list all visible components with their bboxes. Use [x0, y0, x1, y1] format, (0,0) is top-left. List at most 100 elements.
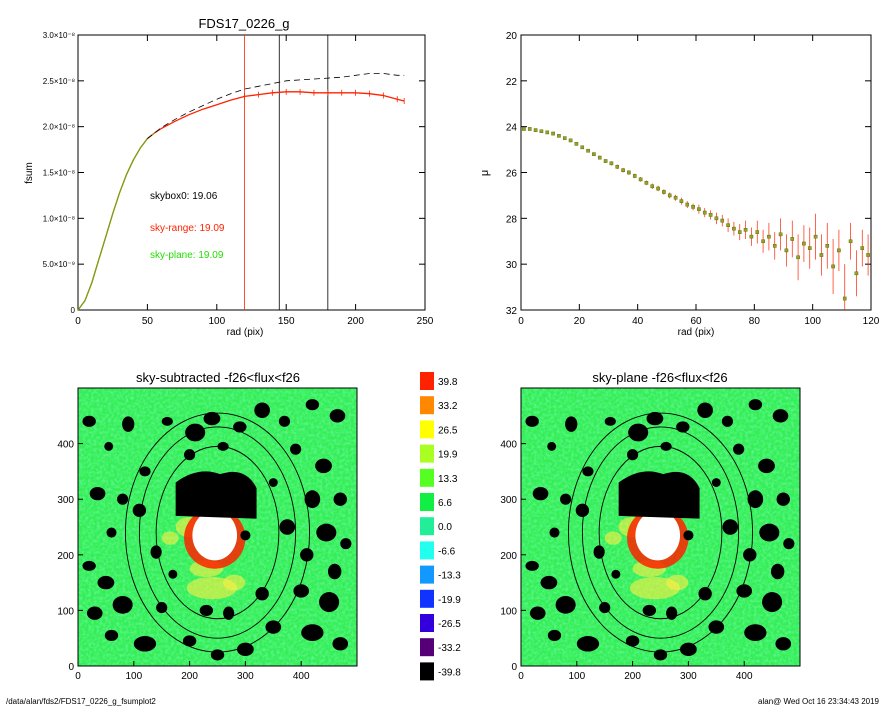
- sky-subtracted-star-mask: [104, 629, 119, 641]
- sky-plane-star-mask: [747, 490, 764, 509]
- fsum-series-solid: [77, 91, 405, 311]
- sky-plane-saturated-core: [635, 510, 681, 561]
- sky-plane-star-mask: [697, 402, 713, 419]
- colorbar-swatch: [420, 638, 434, 657]
- sky-subtracted-saturated-core: [192, 510, 238, 561]
- sky-plane-ytick-label: 300: [500, 495, 517, 506]
- mu-point: [778, 232, 783, 237]
- sky-plane-star-mask: [758, 458, 775, 474]
- sky-plane-star-mask: [683, 530, 694, 541]
- sky-plane-aperture-ellipse: [598, 445, 723, 620]
- sky-subtracted-star-mask: [112, 595, 133, 614]
- sky-plane-star-mask: [770, 563, 785, 580]
- sky-plane-star-mask: [525, 415, 539, 427]
- sky-plane-ytick-label: 400: [500, 440, 517, 451]
- sky-subtracted-ytick-label: 0: [68, 662, 74, 673]
- sky-subtracted-star-mask: [168, 569, 178, 579]
- mu-point: [842, 296, 847, 301]
- sky-subtracted-star-mask: [329, 409, 346, 423]
- mu-xtick-label: 60: [690, 316, 702, 327]
- sky-plane-xtick-label: 400: [736, 671, 753, 682]
- sky-subtracted-aperture-ellipse: [124, 412, 311, 653]
- mu-xtick-label: 40: [632, 316, 644, 327]
- mu-point: [825, 244, 830, 248]
- fsum-ytick-label: 1.5×10⁻⁸: [43, 169, 75, 178]
- mu-point: [726, 223, 730, 228]
- colorbar-swatch: [420, 372, 434, 390]
- sky-plane-xtick-label: 100: [568, 671, 585, 682]
- mu-point: [679, 199, 684, 203]
- colorbar-swatch: [420, 444, 434, 463]
- sky-subtracted-star-mask: [210, 649, 225, 661]
- mu-point: [749, 234, 754, 239]
- colorbar-swatch: [420, 541, 434, 560]
- fsum-annotation-sky-range: sky-range: 19.09: [150, 223, 225, 234]
- fsum-xtick-label: 150: [278, 316, 295, 327]
- colorbar-swatch: [420, 565, 434, 584]
- sky-plane-star-mask: [532, 486, 549, 501]
- sky-subtracted-star-mask: [333, 492, 347, 506]
- mu-point: [609, 161, 614, 166]
- fsum-xtick-label: 100: [208, 316, 225, 327]
- sky-plane-star-mask: [680, 642, 697, 656]
- footer-path: /data/alan/fds2/FDS17_0226_g_fsumplot2: [6, 697, 156, 706]
- fsum-annotation-skybox0: skybox0: 19.06: [150, 191, 218, 202]
- sky-subtracted-aperture-ellipse: [138, 426, 297, 639]
- mu-point: [597, 155, 602, 160]
- colorbar-label: 13.3: [438, 474, 458, 485]
- sky-subtracted-star-mask: [117, 493, 129, 505]
- fsum-ytick-label: 1.0×10⁻⁸: [43, 214, 75, 223]
- sky-subtracted-star-mask: [255, 587, 269, 601]
- sky-subtracted-star-mask: [327, 563, 342, 580]
- footer-timestamp: alan@ Wed Oct 16 23:34:43 2019: [758, 697, 879, 706]
- sky-subtracted-star-mask: [301, 624, 324, 641]
- mu-axes-frame: [520, 34, 872, 311]
- sky-plane-star-mask: [772, 409, 789, 423]
- colorbar-swatch: [420, 662, 434, 681]
- sky-subtracted-star-mask: [233, 421, 247, 433]
- colorbar-swatch: [420, 468, 434, 487]
- sky-plane-ytick-label: 0: [511, 662, 517, 673]
- colorbar: 39.8 33.2 26.5 19.9 13.3 6.6 0.0 -6.6 -13.3 -19.9…: [420, 372, 461, 681]
- sky-subtracted-xtick-label: 200: [181, 671, 198, 682]
- sky-subtracted-star-mask: [150, 545, 162, 559]
- mu-point: [767, 234, 771, 239]
- mu-xtick-label: 20: [574, 316, 586, 327]
- sky-subtracted-mask-main: [175, 471, 257, 519]
- sky-subtracted-frame: [77, 387, 358, 667]
- sky-subtracted-star-mask: [290, 443, 302, 455]
- sky-subtracted-ytick-label: 200: [57, 551, 74, 562]
- sky-subtracted-star-mask: [279, 519, 296, 535]
- colorbar-label: 33.2: [438, 401, 458, 412]
- sky-plane-star-mask: [698, 587, 712, 601]
- mu-point: [714, 216, 719, 221]
- mu-point: [592, 152, 596, 156]
- mu-point: [860, 246, 865, 250]
- fsum-xlabel: rad (pix): [227, 327, 264, 338]
- mu-point: [831, 264, 835, 269]
- mu-point: [586, 148, 590, 153]
- sky-plane-star-mask: [604, 416, 616, 426]
- mu-point: [755, 230, 760, 234]
- sky-subtracted-star-mask: [122, 416, 135, 432]
- sky-subtracted-star-mask: [139, 466, 151, 477]
- sky-plane-star-mask: [783, 538, 795, 550]
- fsum-ytick-label: 3.0×10⁻⁸: [43, 31, 75, 40]
- colorbar-label: -26.5: [438, 619, 461, 630]
- colorbar-swatch: [420, 420, 434, 439]
- mu-point: [632, 174, 637, 178]
- mu-ytick-label: 22: [506, 77, 518, 88]
- sky-plane-ytick-label: 100: [500, 606, 517, 617]
- sky-plane-star-mask: [721, 415, 734, 427]
- mu-point: [574, 142, 579, 146]
- sky-subtracted-ytick-label: 300: [57, 495, 74, 506]
- sky-plane-star-mask: [540, 575, 558, 590]
- sky-subtracted-star-mask: [293, 584, 310, 598]
- sky-plane-image-panel: sky-plane -f26<flux<f26 0 100 200 300 400 0 10…: [500, 370, 801, 682]
- mu-point: [522, 127, 526, 131]
- mu-point: [702, 210, 707, 215]
- mu-point: [580, 145, 585, 150]
- fsum-ytick-label: 2.5×10⁻⁸: [43, 77, 75, 86]
- sky-subtracted-image-panel: sky-subtracted -f26<flux<f26 0 100 200 300 4…: [57, 370, 358, 682]
